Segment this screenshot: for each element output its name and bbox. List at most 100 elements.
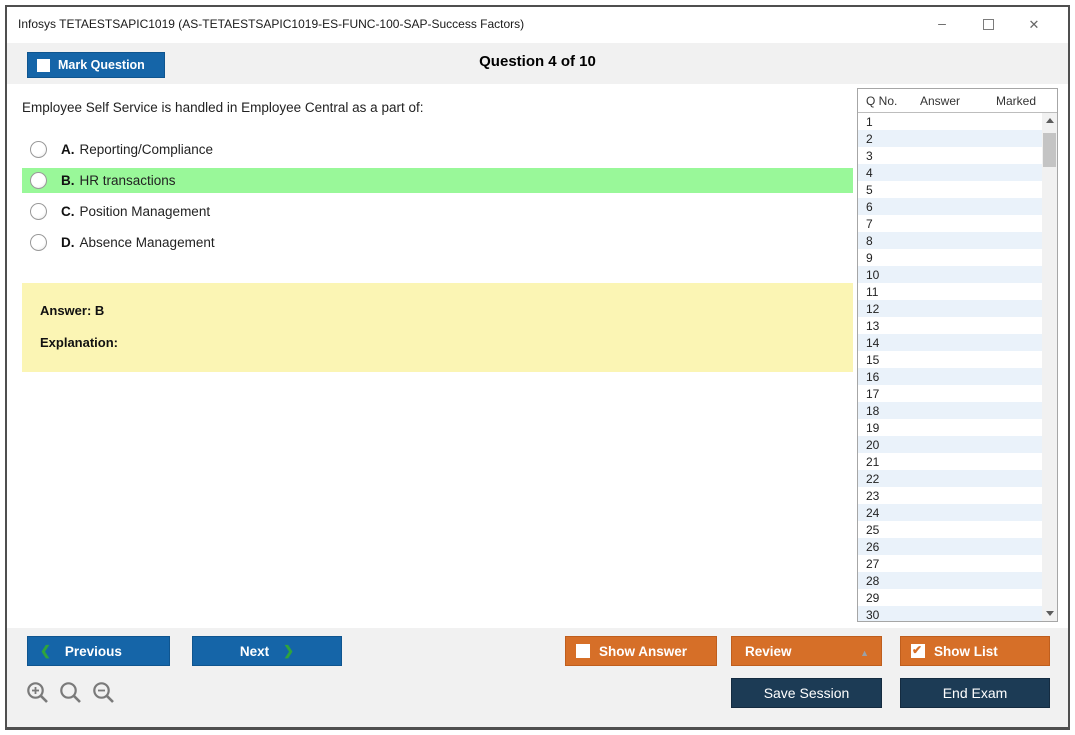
cell-qno: 9	[866, 250, 873, 265]
cell-qno: 8	[866, 233, 873, 248]
cell-qno: 4	[866, 165, 873, 180]
cell-qno: 14	[866, 335, 880, 350]
answer-box: Answer: B Explanation:	[22, 283, 853, 372]
scroll-up-icon[interactable]	[1042, 113, 1057, 129]
question-list-scrollbar[interactable]	[1042, 113, 1057, 621]
cell-qno: 19	[866, 420, 880, 435]
app-window: Infosys TETAESTSAPIC1019 (AS-TETAESTSAPI…	[5, 5, 1070, 730]
table-row[interactable]: 29	[858, 589, 1042, 606]
save-session-label: Save Session	[763, 685, 850, 701]
table-row[interactable]: 7	[858, 215, 1042, 232]
table-row[interactable]: 27	[858, 555, 1042, 572]
end-exam-label: End Exam	[942, 685, 1008, 701]
table-row[interactable]: 19	[858, 419, 1042, 436]
table-row[interactable]: 22	[858, 470, 1042, 487]
minimize-icon[interactable]: –	[938, 15, 946, 31]
question-text: Employee Self Service is handled in Empl…	[22, 100, 424, 115]
mark-question-checkbox[interactable]	[37, 58, 50, 72]
title-bar: Infosys TETAESTSAPIC1019 (AS-TETAESTSAPI…	[7, 7, 1068, 43]
column-header-answer: Answer	[920, 94, 961, 108]
cell-qno: 16	[866, 369, 880, 384]
table-row[interactable]: 3	[858, 147, 1042, 164]
cell-qno: 3	[866, 148, 873, 163]
maximize-icon[interactable]	[974, 15, 1002, 35]
table-row[interactable]: 2	[858, 130, 1042, 147]
close-icon[interactable]: ✕	[1028, 17, 1040, 32]
end-exam-button[interactable]: End Exam	[900, 678, 1050, 708]
table-row[interactable]: 30	[858, 606, 1042, 621]
table-row[interactable]: 25	[858, 521, 1042, 538]
radio-button[interactable]	[30, 234, 47, 251]
question-list-panel: Q No. Answer Marked 1 2 3 4	[857, 88, 1058, 622]
mark-question-button[interactable]: Mark Question	[27, 52, 165, 78]
question-list-header: Q No. Answer Marked	[858, 89, 1057, 113]
option-letter: B.	[61, 173, 75, 188]
table-row[interactable]: 8	[858, 232, 1042, 249]
table-row[interactable]: 13	[858, 317, 1042, 334]
cell-qno: 25	[866, 522, 880, 537]
table-row[interactable]: 4	[858, 164, 1042, 181]
mark-question-label: Mark Question	[58, 58, 145, 72]
show-list-button[interactable]: ✔ Show List	[900, 636, 1050, 666]
show-answer-checkbox[interactable]	[576, 644, 590, 658]
radio-button[interactable]	[30, 203, 47, 220]
zoom-in-icon[interactable]	[25, 680, 51, 706]
next-button[interactable]: Next ❯	[192, 636, 342, 666]
cell-qno: 27	[866, 556, 880, 571]
zoom-out-icon[interactable]	[91, 680, 117, 706]
option-text: Reporting/Compliance	[79, 142, 214, 157]
option-row[interactable]: B. HR transactions	[22, 168, 853, 193]
next-label: Next	[239, 643, 270, 659]
option-letter: C.	[61, 204, 75, 219]
scroll-down-icon[interactable]	[1042, 605, 1057, 621]
table-row[interactable]: 14	[858, 334, 1042, 351]
review-label: Review	[745, 643, 792, 659]
option-row[interactable]: A. Reporting/Compliance	[22, 137, 853, 162]
show-list-label: Show List	[934, 643, 998, 659]
show-list-checkbox[interactable]: ✔	[911, 643, 925, 658]
cell-qno: 24	[866, 505, 880, 520]
table-row[interactable]: 15	[858, 351, 1042, 368]
table-row[interactable]: 6	[858, 198, 1042, 215]
table-row[interactable]: 18	[858, 402, 1042, 419]
table-row[interactable]: 17	[858, 385, 1042, 402]
cell-qno: 10	[866, 267, 880, 282]
cell-qno: 22	[866, 471, 880, 486]
table-row[interactable]: 20	[858, 436, 1042, 453]
table-row[interactable]: 24	[858, 504, 1042, 521]
cell-qno: 26	[866, 539, 880, 554]
table-row[interactable]: 10	[858, 266, 1042, 283]
table-row[interactable]: 23	[858, 487, 1042, 504]
scrollbar-thumb[interactable]	[1043, 133, 1056, 167]
option-row[interactable]: D. Absence Management	[22, 230, 853, 255]
caret-up-icon: ▲	[860, 648, 869, 658]
cell-qno: 13	[866, 318, 880, 333]
show-answer-label: Show Answer	[599, 643, 688, 659]
table-row[interactable]: 16	[858, 368, 1042, 385]
review-dropdown[interactable]: Review ▲	[731, 636, 882, 666]
show-answer-button[interactable]: Show Answer	[565, 636, 717, 666]
previous-label: Previous	[64, 643, 122, 659]
option-row[interactable]: C. Position Management	[22, 199, 853, 224]
table-row[interactable]: 26	[858, 538, 1042, 555]
cell-qno: 29	[866, 590, 880, 605]
footer-toolbar: ❮ Previous Next ❯ Show Answer Review ▲ ✔…	[7, 628, 1068, 727]
table-row[interactable]: 21	[858, 453, 1042, 470]
radio-button[interactable]	[30, 172, 47, 189]
table-row[interactable]: 5	[858, 181, 1042, 198]
table-row[interactable]: 11	[858, 283, 1042, 300]
table-row[interactable]: 28	[858, 572, 1042, 589]
cell-qno: 7	[866, 216, 873, 231]
previous-button[interactable]: ❮ Previous	[27, 636, 170, 666]
answer-label: Answer: B	[40, 303, 105, 318]
cell-qno: 23	[866, 488, 880, 503]
question-counter: Question 4 of 10	[479, 53, 596, 70]
table-row[interactable]: 1	[858, 113, 1042, 130]
table-row[interactable]: 9	[858, 249, 1042, 266]
cell-qno: 21	[866, 454, 880, 469]
radio-button[interactable]	[30, 141, 47, 158]
save-session-button[interactable]: Save Session	[731, 678, 882, 708]
table-row[interactable]: 12	[858, 300, 1042, 317]
zoom-reset-icon[interactable]	[58, 680, 84, 706]
column-header-qno: Q No.	[866, 94, 898, 108]
